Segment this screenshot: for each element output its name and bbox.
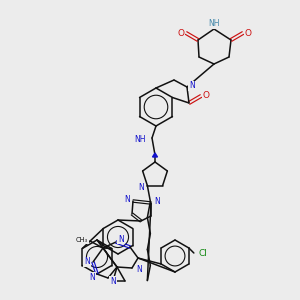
Text: N: N <box>118 235 124 244</box>
Text: N: N <box>189 82 195 91</box>
Text: N: N <box>136 265 142 274</box>
Polygon shape <box>152 153 158 157</box>
Text: O: O <box>244 28 251 38</box>
Text: NH: NH <box>134 136 146 145</box>
Text: N: N <box>124 196 130 205</box>
Text: Cl: Cl <box>198 250 207 259</box>
Text: N: N <box>110 277 116 286</box>
Text: O: O <box>178 28 184 38</box>
Text: N: N <box>84 257 90 266</box>
Text: N: N <box>154 197 160 206</box>
Text: N: N <box>139 183 144 192</box>
Text: NH: NH <box>208 20 220 28</box>
Text: N: N <box>89 272 95 281</box>
Text: CH₃: CH₃ <box>76 237 88 243</box>
Text: O: O <box>202 91 209 100</box>
